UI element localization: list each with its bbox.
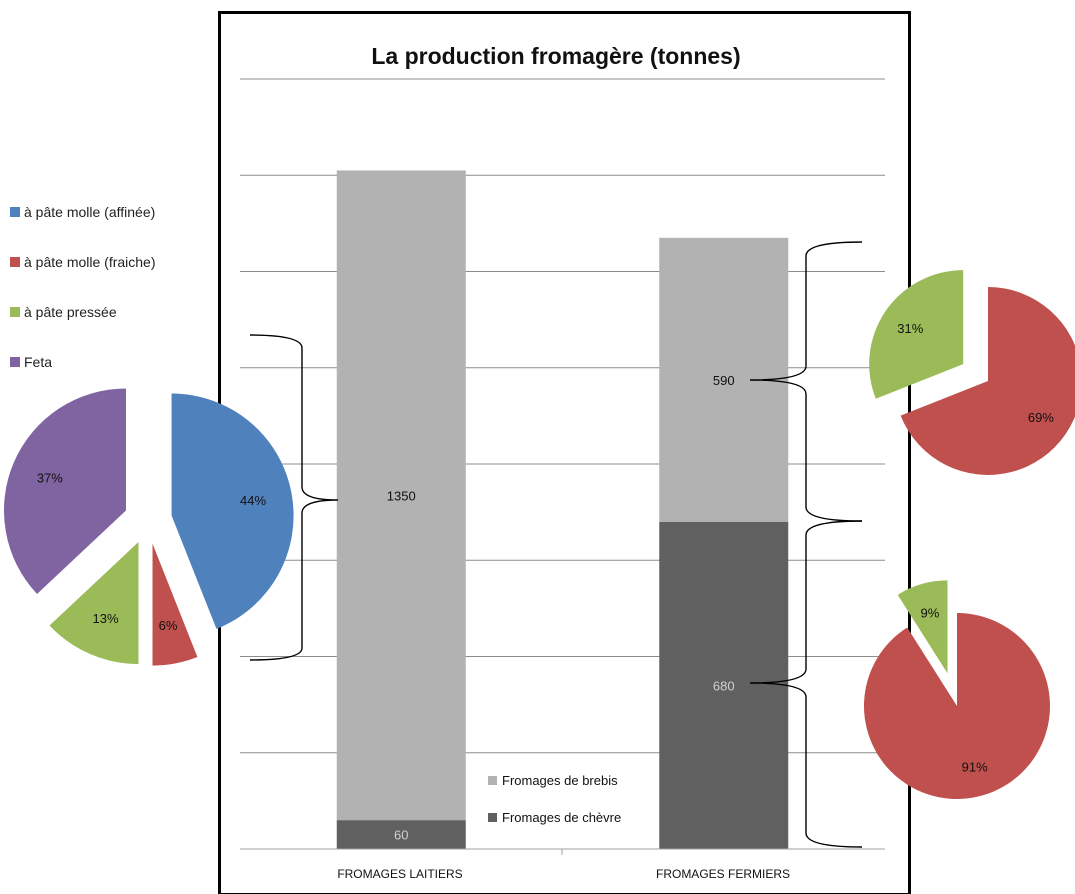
pie-slice-label: 9%: [920, 606, 939, 621]
x-tick-label-fermiers: FROMAGES FERMIERS: [656, 867, 790, 881]
pie-legend-swatch-pressee: [10, 307, 20, 317]
connector-braces: [249, 241, 863, 848]
pie-slice-label: 44%: [240, 493, 266, 508]
bar-segment: [336, 170, 466, 821]
pie-legend-label-feta: Feta: [24, 354, 53, 370]
pie-legend-item-pressee: à pâte pressée: [10, 304, 156, 354]
pie-slice: [864, 613, 1051, 799]
bar-value-label: 60: [394, 828, 408, 843]
pie-slice-label: 13%: [93, 611, 119, 626]
bar-legend-swatch-chevre: [488, 813, 497, 822]
pie-legend-swatch-affinee: [10, 207, 20, 217]
pie-slice-label: 31%: [897, 321, 923, 336]
pie-slice-label: 37%: [37, 471, 63, 486]
pie-legend-label-pressee: à pâte pressée: [24, 304, 117, 320]
brace-fermiers-chevre: [749, 520, 863, 848]
bar-segment: [659, 521, 789, 849]
pie-slice: [900, 287, 1075, 475]
pie-slice-label: 69%: [1028, 410, 1054, 425]
pie-legend-label-affinee: à pâte molle (affinée): [24, 204, 156, 220]
pie-slice-label: 6%: [159, 618, 178, 633]
bar-value-label: 590: [713, 373, 735, 388]
pie-legend-item-affinee: à pâte molle (affinée): [10, 204, 156, 254]
bar-segment: [336, 820, 466, 849]
pie-legend-item-fraiche: à pâte molle (fraiche): [10, 254, 156, 304]
x-tick-label-laitiers: FROMAGES LAITIERS: [337, 867, 462, 881]
pie-legend: à pâte molle (affinée) à pâte molle (fra…: [10, 204, 156, 404]
pie-charts: 44% 6% 13% 37% 69% 31% 91% 9%: [3, 270, 1075, 799]
pie-slice: [897, 580, 948, 674]
bar-value-label: 680: [713, 678, 735, 693]
bar-chart-title: La production fromagère (tonnes): [371, 43, 740, 69]
pie-slice: [3, 388, 126, 594]
bar-legend: Fromages de brebis Fromages de chèvre: [488, 773, 621, 825]
brace-fermiers-brebis: [749, 241, 863, 522]
bar-legend-label-chevre: Fromages de chèvre: [502, 810, 621, 825]
pie-slice: [869, 270, 964, 399]
pie-legend-swatch-fraiche: [10, 257, 20, 267]
pie-legend-item-feta: Feta: [10, 354, 156, 404]
pie-slice: [49, 542, 139, 665]
pie-slice: [171, 393, 294, 629]
bar-marks: 60 1350 680 590: [336, 170, 789, 849]
pie-slice-label: 91%: [962, 760, 988, 775]
pie-slice: [152, 543, 198, 666]
pie-legend-swatch-feta: [10, 357, 20, 367]
bar-value-label: 1350: [387, 488, 416, 503]
bar-legend-label-brebis: Fromages de brebis: [502, 773, 618, 788]
pie-legend-label-fraiche: à pâte molle (fraiche): [24, 254, 156, 270]
bar-legend-swatch-brebis: [488, 776, 497, 785]
brace-laitiers-brebis: [249, 334, 339, 661]
